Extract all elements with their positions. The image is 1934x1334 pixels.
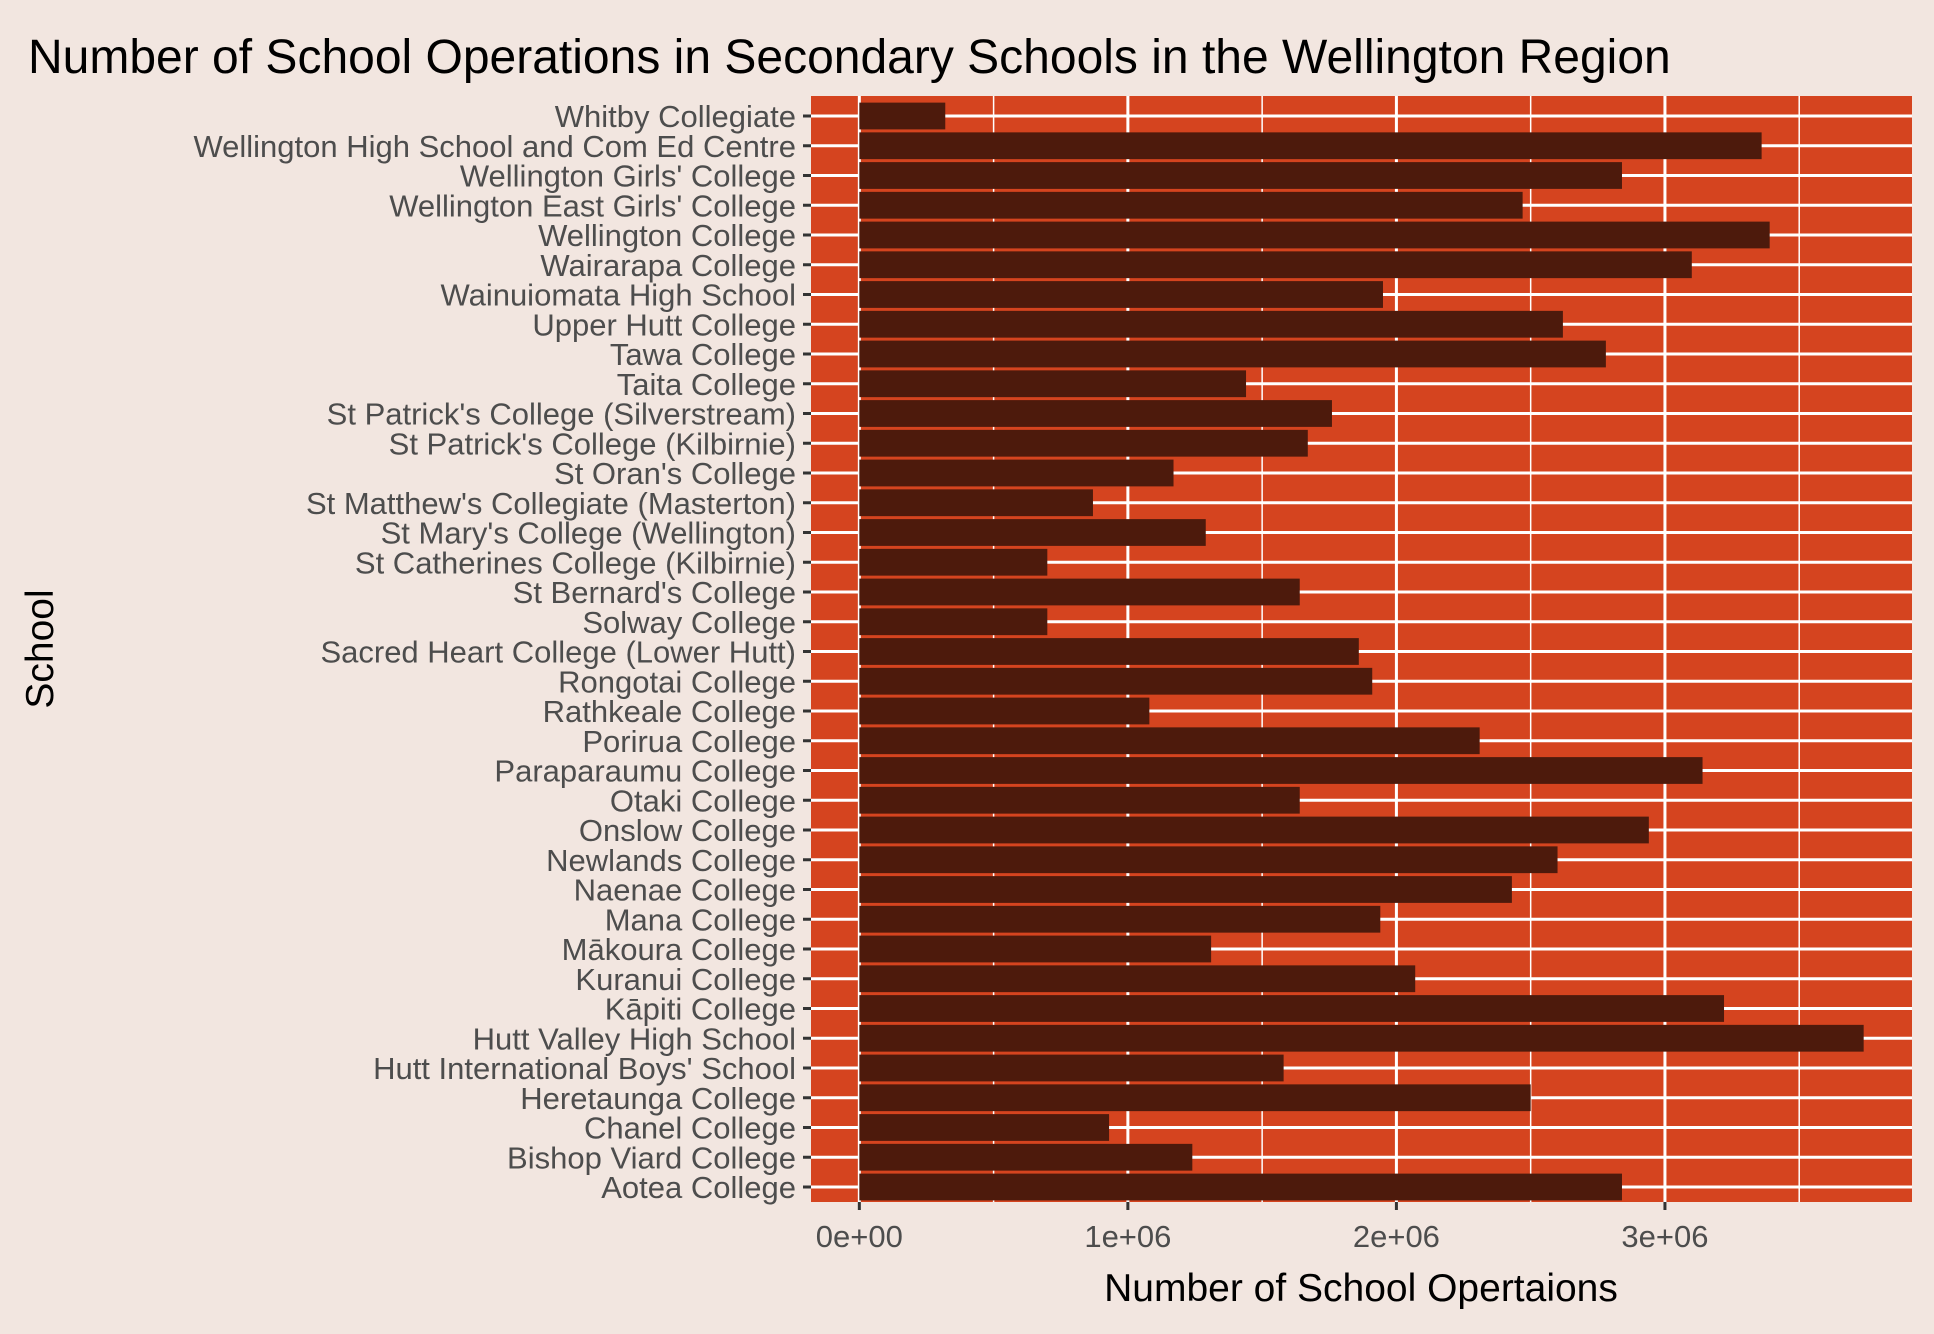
y-axis-title: School (19, 589, 62, 708)
y-tick-label: Solway College (582, 605, 796, 640)
y-tick-label: Tawa College (610, 337, 796, 372)
bar (859, 1114, 1110, 1141)
bar (859, 905, 1381, 933)
bar (859, 519, 1206, 546)
y-tick-label: St Matthew's Collegiate (Masterton) (306, 486, 796, 521)
y-tick-label: Taita College (617, 367, 796, 402)
y-tick-label: Newlands College (546, 843, 796, 878)
y-tick-label: Wellington East Girls' College (389, 188, 796, 223)
y-tick-label: Chanel College (584, 1111, 796, 1146)
y-tick-label: Aotea College (601, 1170, 796, 1205)
y-tick-label: Sacred Heart College (Lower Hutt) (320, 635, 796, 670)
y-tick-label: Wellington Girls' College (460, 159, 796, 194)
y-tick-label: Wainuiomata High School (440, 278, 796, 313)
y-tick-label: Hutt International Boys' School (373, 1051, 796, 1086)
bar (859, 1024, 1864, 1052)
bar (859, 1143, 1193, 1171)
bar (859, 102, 946, 130)
y-tick-label: Naenae College (574, 873, 796, 908)
x-tick-label: 3e+06 (1621, 1219, 1708, 1254)
bar (859, 251, 1692, 279)
bar (859, 132, 1762, 160)
y-tick-label: Otaki College (610, 783, 796, 818)
y-tick-label: Kuranui College (575, 962, 796, 997)
bar (859, 1173, 1622, 1201)
x-axis-ticks: 0e+00 1e+06 2e+06 3e+06 (816, 1202, 1708, 1254)
x-tick-label: 1e+06 (1084, 1219, 1171, 1254)
bar (859, 191, 1523, 219)
bar (859, 757, 1703, 784)
y-tick-label: Heretaunga College (520, 1081, 796, 1116)
bars (859, 102, 1864, 1201)
bar (859, 459, 1174, 487)
y-tick-label: Mākoura College (562, 932, 796, 967)
y-tick-label: Upper Hutt College (532, 307, 796, 342)
y-tick-label: Paraparaumu College (494, 754, 796, 789)
bar (859, 489, 1093, 517)
y-tick-label: Onslow College (579, 813, 796, 848)
bar (859, 310, 1563, 338)
y-tick-label: Kāpiti College (605, 992, 796, 1027)
bar (859, 965, 1416, 993)
x-tick-label: 0e+00 (816, 1219, 903, 1254)
y-tick-label: Hutt Valley High School (473, 1021, 796, 1056)
bar (859, 340, 1606, 368)
bar (859, 816, 1649, 844)
bar (859, 400, 1332, 427)
y-tick-label: Wairarapa College (540, 248, 796, 283)
y-tick-label: Porirua College (582, 724, 796, 759)
bar (859, 786, 1300, 814)
y-tick-label: Wellington College (538, 218, 796, 253)
bar (859, 1054, 1284, 1082)
y-tick-label: Whitby Collegiate (555, 99, 796, 134)
y-tick-label: St Patrick's College (Silverstream) (327, 397, 796, 432)
chart-title: Number of School Operations in Secondary… (28, 31, 1671, 84)
x-tick-label: 2e+06 (1353, 1219, 1440, 1254)
bar (859, 578, 1300, 606)
y-tick-label: St Catherines College (Kilbirnie) (355, 545, 796, 580)
bar (859, 429, 1308, 457)
y-tick-label: Rongotai College (558, 664, 796, 699)
bar (859, 876, 1512, 903)
y-tick-label: St Oran's College (554, 456, 796, 491)
bar (859, 846, 1558, 874)
bar (859, 995, 1725, 1022)
bar (859, 370, 1247, 398)
bar (859, 548, 1048, 576)
y-tick-label: St Patrick's College (Kilbirnie) (389, 426, 796, 461)
bar (859, 281, 1383, 308)
bar (859, 608, 1048, 636)
bar (859, 638, 1359, 665)
bar (859, 1084, 1531, 1112)
bar (859, 727, 1480, 755)
y-tick-label: Mana College (605, 902, 796, 937)
y-tick-label: Bishop Viard College (507, 1140, 796, 1175)
bar (859, 935, 1212, 963)
y-tick-label: St Bernard's College (513, 575, 796, 610)
bar (859, 697, 1150, 725)
y-tick-label: St Mary's College (Wellington) (381, 516, 796, 551)
y-tick-label: Wellington High School and Com Ed Centre (193, 129, 796, 164)
x-axis-title: Number of School Opertaions (1104, 1267, 1618, 1310)
bar (859, 162, 1622, 189)
bar (859, 667, 1373, 695)
y-tick-label: Rathkeale College (543, 694, 796, 729)
bar (859, 221, 1770, 249)
